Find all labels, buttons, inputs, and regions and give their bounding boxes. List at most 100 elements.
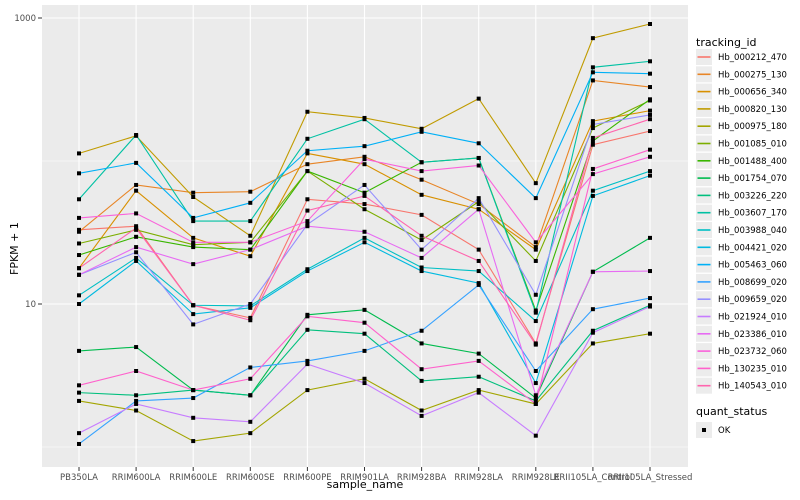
x-tick-label: RRIM928BA (397, 473, 447, 483)
data-point (362, 157, 367, 162)
data-point (248, 219, 253, 224)
data-point (248, 254, 253, 259)
legend-item: Hb_000975_180 (696, 118, 787, 135)
legend-item-label: Hb_000275_130 (718, 70, 787, 80)
y-axis: 1000 10 (14, 14, 42, 310)
data-point (419, 126, 424, 131)
legend-item-label: Hb_001754_070 (718, 174, 787, 184)
data-point (476, 202, 481, 207)
data-point (305, 358, 310, 363)
data-point (419, 212, 424, 217)
data-point (476, 96, 481, 101)
data-point (476, 199, 481, 204)
legend-item: Hb_003607_170 (696, 204, 787, 221)
data-point (590, 330, 595, 335)
data-point (362, 207, 367, 212)
data-point (533, 245, 538, 250)
data-point (419, 169, 424, 174)
data-point (590, 70, 595, 75)
legend-item-label: Hb_001488_400 (718, 157, 787, 167)
data-point (648, 173, 652, 178)
legend: tracking_id Hb_000212_470 Hb_000275_130 Hb_… (696, 36, 787, 438)
data-point (419, 265, 424, 270)
data-point (362, 202, 367, 207)
data-point (134, 368, 139, 373)
legend-item: Hb_021924_010 (696, 308, 787, 325)
data-point (248, 233, 253, 238)
data-point (77, 241, 81, 246)
data-point (77, 293, 81, 298)
legend-title-quant-status: quant_status (696, 405, 768, 418)
data-point (191, 245, 196, 250)
x-tick-label: RRIM901LA (340, 473, 389, 483)
data-point (134, 245, 139, 250)
data-point (362, 162, 367, 167)
data-point (362, 193, 367, 198)
data-point (648, 154, 652, 159)
legend-item: Hb_003226_220 (696, 187, 787, 204)
data-point (77, 253, 81, 258)
data-point (305, 197, 310, 202)
data-point (134, 255, 139, 260)
data-point (419, 367, 424, 372)
data-point (648, 331, 652, 336)
data-point (648, 269, 652, 274)
data-point (362, 235, 367, 240)
data-point (77, 302, 81, 306)
legend-title-tracking-id: tracking_id (696, 36, 757, 49)
data-point (419, 247, 424, 252)
data-point (248, 305, 253, 310)
legend-item-label: Hb_130235_010 (718, 364, 787, 374)
data-point (533, 401, 538, 406)
data-point (134, 132, 139, 137)
x-tick-label: RRIM600SE (226, 473, 275, 483)
legend-item: Hb_000656_340 (696, 83, 787, 100)
x-tick-label: RRII105LA_Stressed (608, 473, 693, 483)
data-point (648, 108, 652, 113)
data-point (77, 229, 81, 234)
x-axis: PB350LA RRIM600LA RRIM600LE RRIM600SE RRIM60… (60, 467, 692, 483)
data-point (134, 225, 139, 230)
data-point (476, 374, 481, 379)
data-point (362, 307, 367, 312)
data-point (191, 322, 196, 327)
data-point (476, 155, 481, 160)
legend-item: Hb_009659_020 (696, 291, 787, 308)
legend-item-label: Hb_000656_340 (718, 88, 787, 98)
data-point (419, 177, 424, 182)
data-point (590, 126, 595, 131)
data-point (590, 172, 595, 177)
data-point (191, 215, 196, 220)
data-point (77, 151, 81, 156)
legend-item-label: Hb_005463_060 (718, 261, 787, 271)
data-point (590, 341, 595, 346)
legend-item: Hb_000820_130 (696, 100, 787, 117)
data-point (305, 314, 310, 319)
data-points (77, 21, 652, 446)
data-point (77, 390, 81, 395)
legend-item-label: Hb_004421_020 (718, 243, 787, 253)
data-point (362, 229, 367, 234)
legend-item: Hb_003988_040 (696, 222, 787, 238)
data-point (362, 154, 367, 159)
legend-item-label: Hb_000820_130 (718, 105, 787, 115)
data-point (191, 219, 196, 224)
data-point (648, 147, 652, 152)
data-point (248, 189, 253, 194)
data-point (419, 269, 424, 274)
data-point (248, 302, 253, 306)
data-point (590, 119, 595, 124)
data-point (533, 381, 538, 386)
data-point (533, 258, 538, 263)
legend-item-label: Hb_021924_010 (718, 313, 787, 323)
data-point (476, 141, 481, 146)
legend-item-label: Hb_000975_180 (718, 122, 787, 132)
legend-item: Hb_001754_070 (696, 170, 787, 187)
data-point (419, 413, 424, 418)
data-point (362, 117, 367, 122)
data-point (305, 388, 310, 393)
data-point (590, 307, 595, 312)
data-point (305, 362, 310, 367)
data-point (648, 304, 652, 309)
legend-item-label: Hb_023386_010 (718, 330, 787, 340)
